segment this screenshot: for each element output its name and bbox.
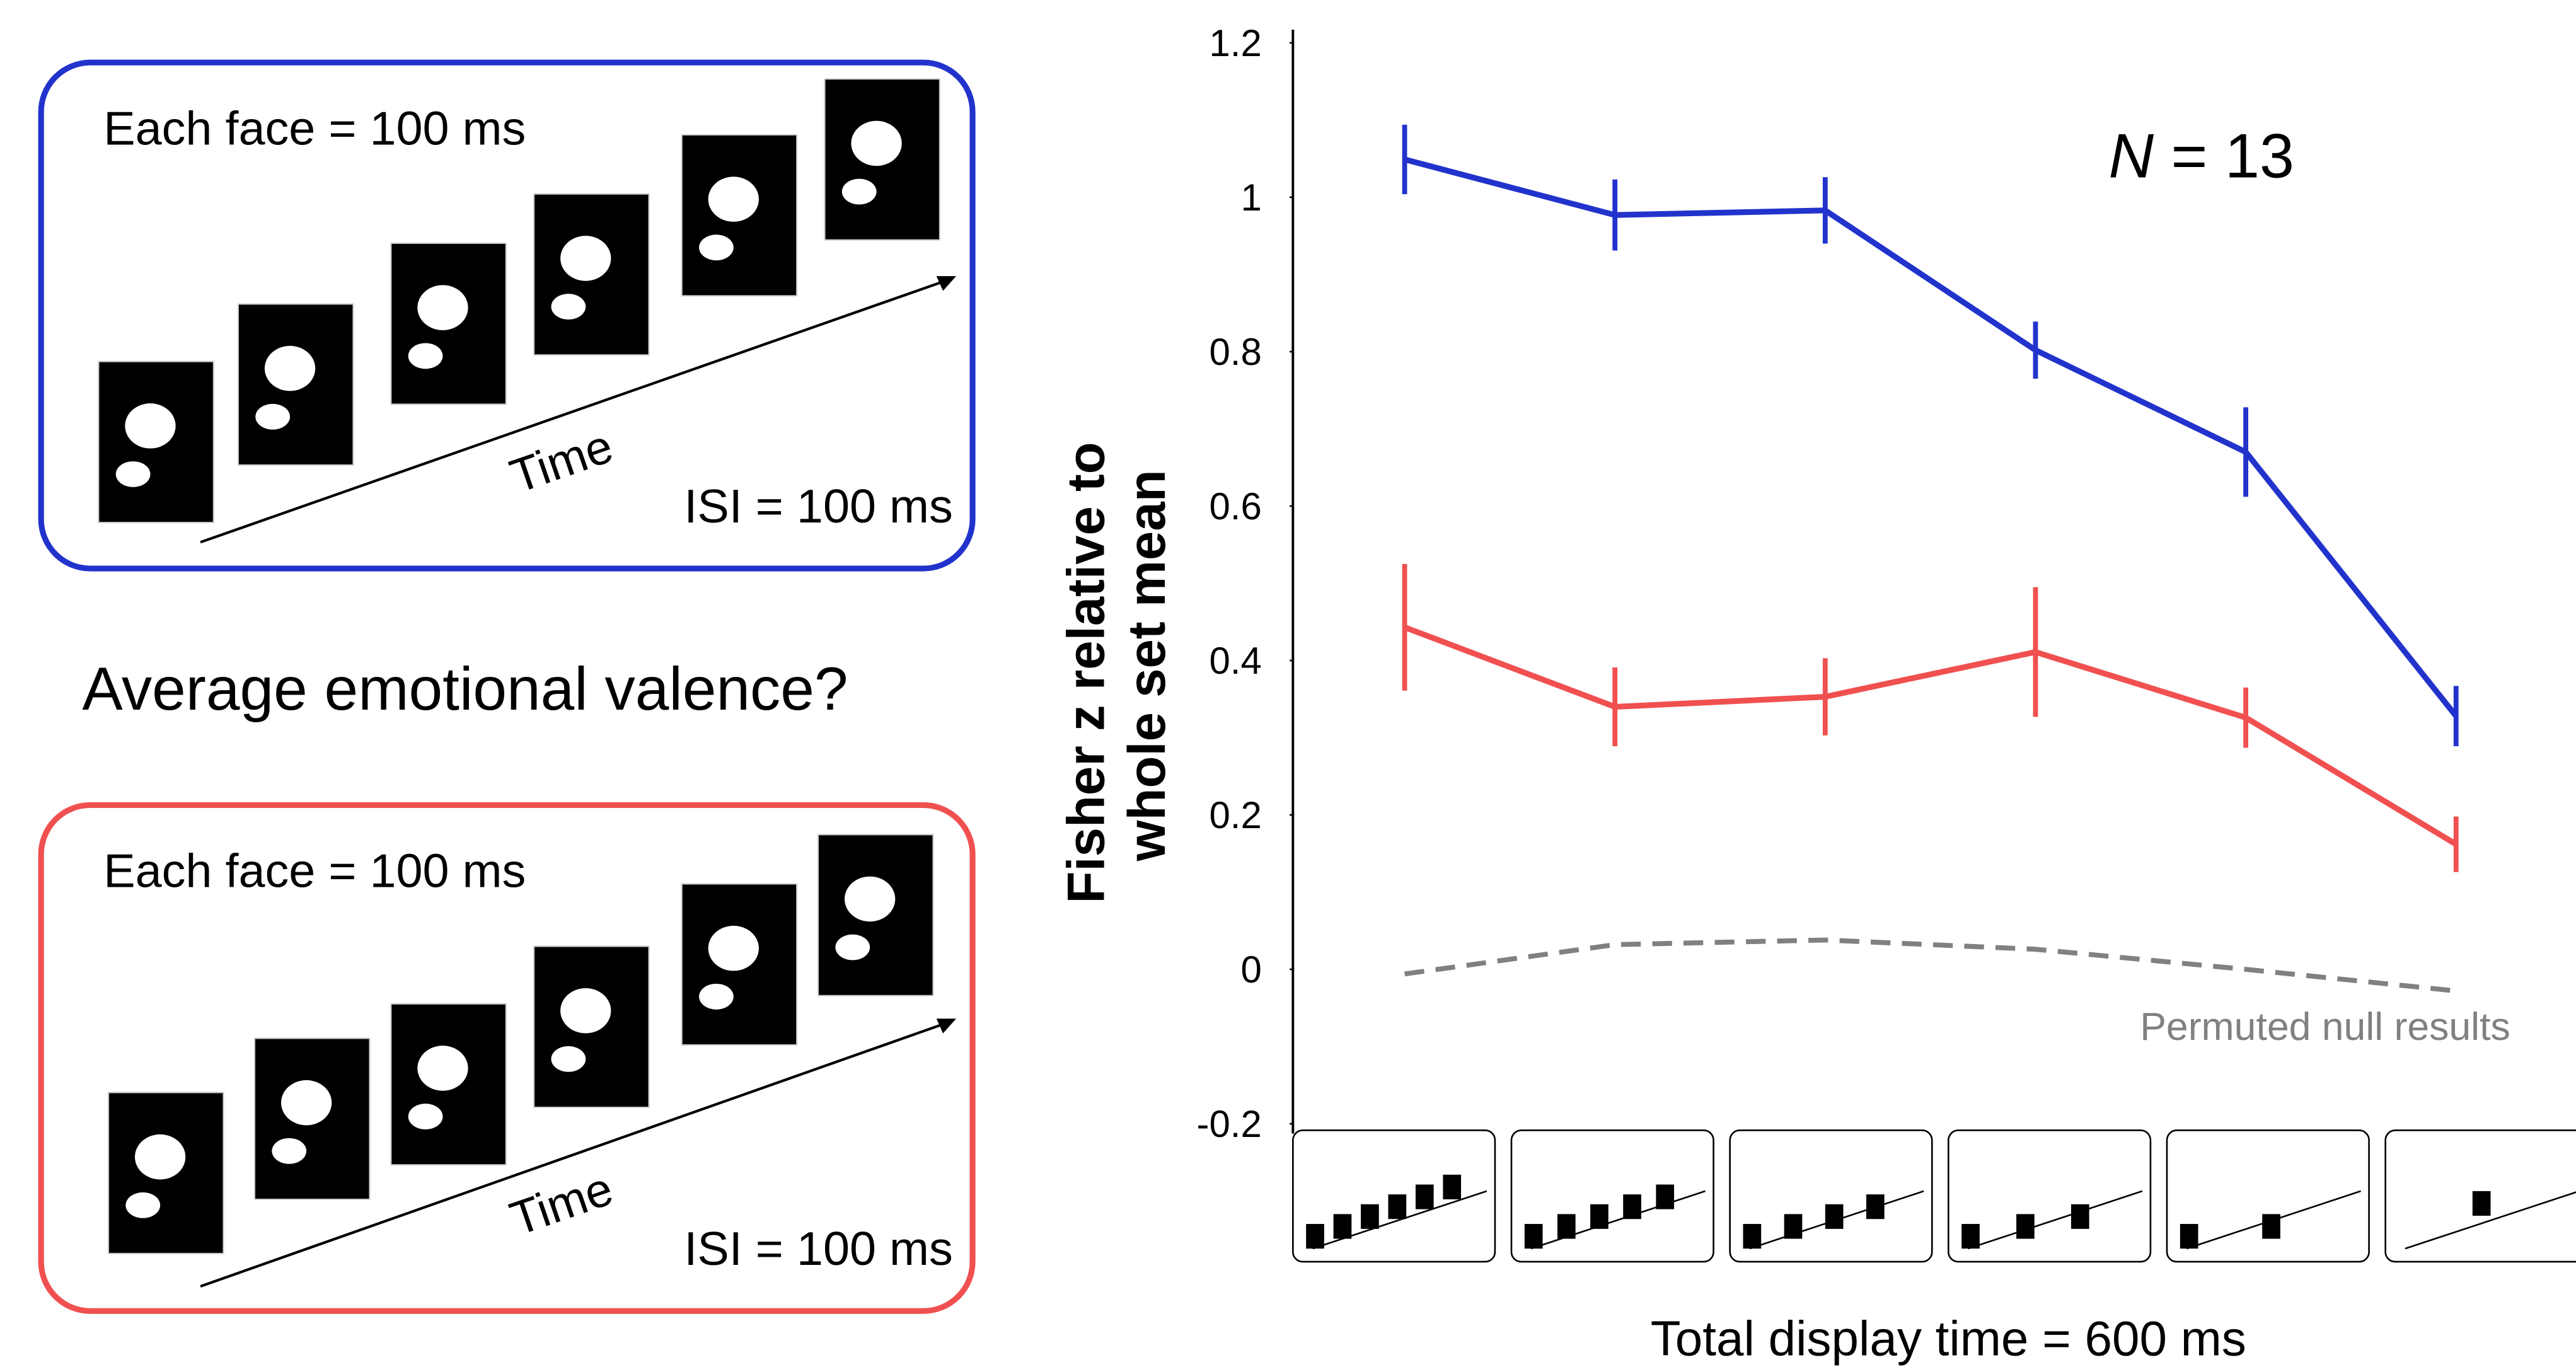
face-highlight xyxy=(264,345,316,391)
thumbnail-face xyxy=(2180,1224,2198,1249)
x-axis-label: Total display time = 600 ms xyxy=(1651,1311,2246,1366)
panel-duration: Each face = 100 ms xyxy=(103,103,526,156)
face-highlight xyxy=(125,403,176,449)
face-highlight xyxy=(841,178,877,205)
face-highlight xyxy=(408,1104,443,1130)
y-tick-label: 1 xyxy=(1240,176,1261,219)
thumbnail-face xyxy=(1825,1204,1844,1229)
thumbnail-face xyxy=(1415,1184,1434,1209)
face-highlight xyxy=(560,988,611,1034)
thumbnail-arrow xyxy=(1968,1190,2143,1250)
series-line xyxy=(1404,156,2459,718)
face-highlight xyxy=(408,343,443,369)
thumbnail-face xyxy=(2262,1214,2280,1239)
face-highlight xyxy=(417,1046,468,1091)
face-highlight xyxy=(845,876,896,922)
thumbnail-face xyxy=(2071,1204,2089,1229)
face-highlight xyxy=(708,925,759,971)
thumbnail-face xyxy=(1361,1204,1379,1229)
face-highlight xyxy=(125,1192,161,1218)
face-highlight xyxy=(255,403,291,430)
series-line xyxy=(1403,625,2458,847)
face-highlight xyxy=(835,934,870,960)
thumbnail-arrow xyxy=(1530,1190,1706,1250)
y-tick-label: 1.2 xyxy=(1209,22,1261,64)
panel-time: Time xyxy=(504,1162,620,1246)
thumbnail-face xyxy=(1524,1224,1543,1249)
stimulus-panels: Each face = 100 ms ISI = 100 ms Time Eac… xyxy=(38,59,976,1314)
condition-thumbnail xyxy=(1948,1129,2152,1263)
thumbnail-face xyxy=(2016,1214,2035,1239)
thumbnail-face xyxy=(2472,1191,2491,1216)
fast-panel-frame xyxy=(38,59,976,572)
face-highlight xyxy=(708,176,759,222)
face-highlight xyxy=(134,1134,186,1180)
thumbnail-face xyxy=(1388,1194,1407,1220)
y-axis-label: Fisher z relative to whole set mean xyxy=(1057,427,1176,903)
thumbnail-face xyxy=(1961,1224,1980,1249)
panel-isi: ISI = 100 ms xyxy=(684,480,952,533)
face-highlight xyxy=(551,1046,586,1072)
series-line xyxy=(1404,937,2457,994)
y-tick-label: 0.8 xyxy=(1209,331,1261,373)
thumbnail-arrow xyxy=(1312,1190,1487,1250)
y-tick-label: 0.2 xyxy=(1209,794,1261,836)
thumbnail-face xyxy=(1557,1214,1576,1239)
face-highlight xyxy=(699,234,734,261)
y-tick-label: 0 xyxy=(1240,949,1261,991)
y-tick-label: 0.6 xyxy=(1209,485,1261,528)
thumbnail-arrow xyxy=(2405,1191,2576,1250)
thumbnail-face xyxy=(1656,1184,1675,1209)
series-label: Permuted null results xyxy=(2140,1005,2510,1049)
thumbnail-face xyxy=(1306,1224,1324,1249)
thumbnail-face xyxy=(1443,1174,1462,1199)
thumbnail-face xyxy=(1333,1214,1352,1239)
face-highlight xyxy=(272,1138,307,1164)
face-highlight xyxy=(560,236,611,281)
thumbnail-face xyxy=(1743,1224,1762,1249)
time-arrow xyxy=(200,278,950,544)
face-highlight xyxy=(851,120,902,166)
face-highlight xyxy=(115,461,151,487)
annotation: N = 13 xyxy=(2108,121,2294,191)
thumbnail-face xyxy=(1784,1214,1803,1239)
question: Average emotional valence? xyxy=(82,655,848,723)
y-axis-label-line: Fisher z relative to xyxy=(1057,442,1116,903)
slow-panel-frame xyxy=(38,802,976,1314)
time-arrow xyxy=(200,1020,950,1288)
condition-thumbnail xyxy=(1729,1129,1933,1263)
y-axis-label-line: whole set mean xyxy=(1118,470,1176,862)
y-tick-label: 0.4 xyxy=(1209,640,1261,682)
thumbnail-face xyxy=(1590,1204,1609,1229)
y-tick-label: -0.2 xyxy=(1197,1103,1262,1145)
annotation-text: = 13 xyxy=(2171,121,2294,191)
thumbnail-face xyxy=(1866,1194,1885,1220)
chart: Fisher z relative to whole set mean Tota… xyxy=(1057,22,2576,1366)
face-highlight xyxy=(699,983,734,1010)
panel-isi: ISI = 100 ms xyxy=(684,1223,952,1276)
panel-time: Time xyxy=(504,420,620,504)
condition-thumbnail xyxy=(2166,1129,2370,1263)
thumbnail-face xyxy=(1623,1194,1641,1220)
panel-duration: Each face = 100 ms xyxy=(103,845,526,898)
annotation-variable: N xyxy=(2108,121,2154,191)
face-highlight xyxy=(280,1080,332,1126)
face-highlight xyxy=(551,294,586,320)
face-highlight xyxy=(417,285,468,330)
